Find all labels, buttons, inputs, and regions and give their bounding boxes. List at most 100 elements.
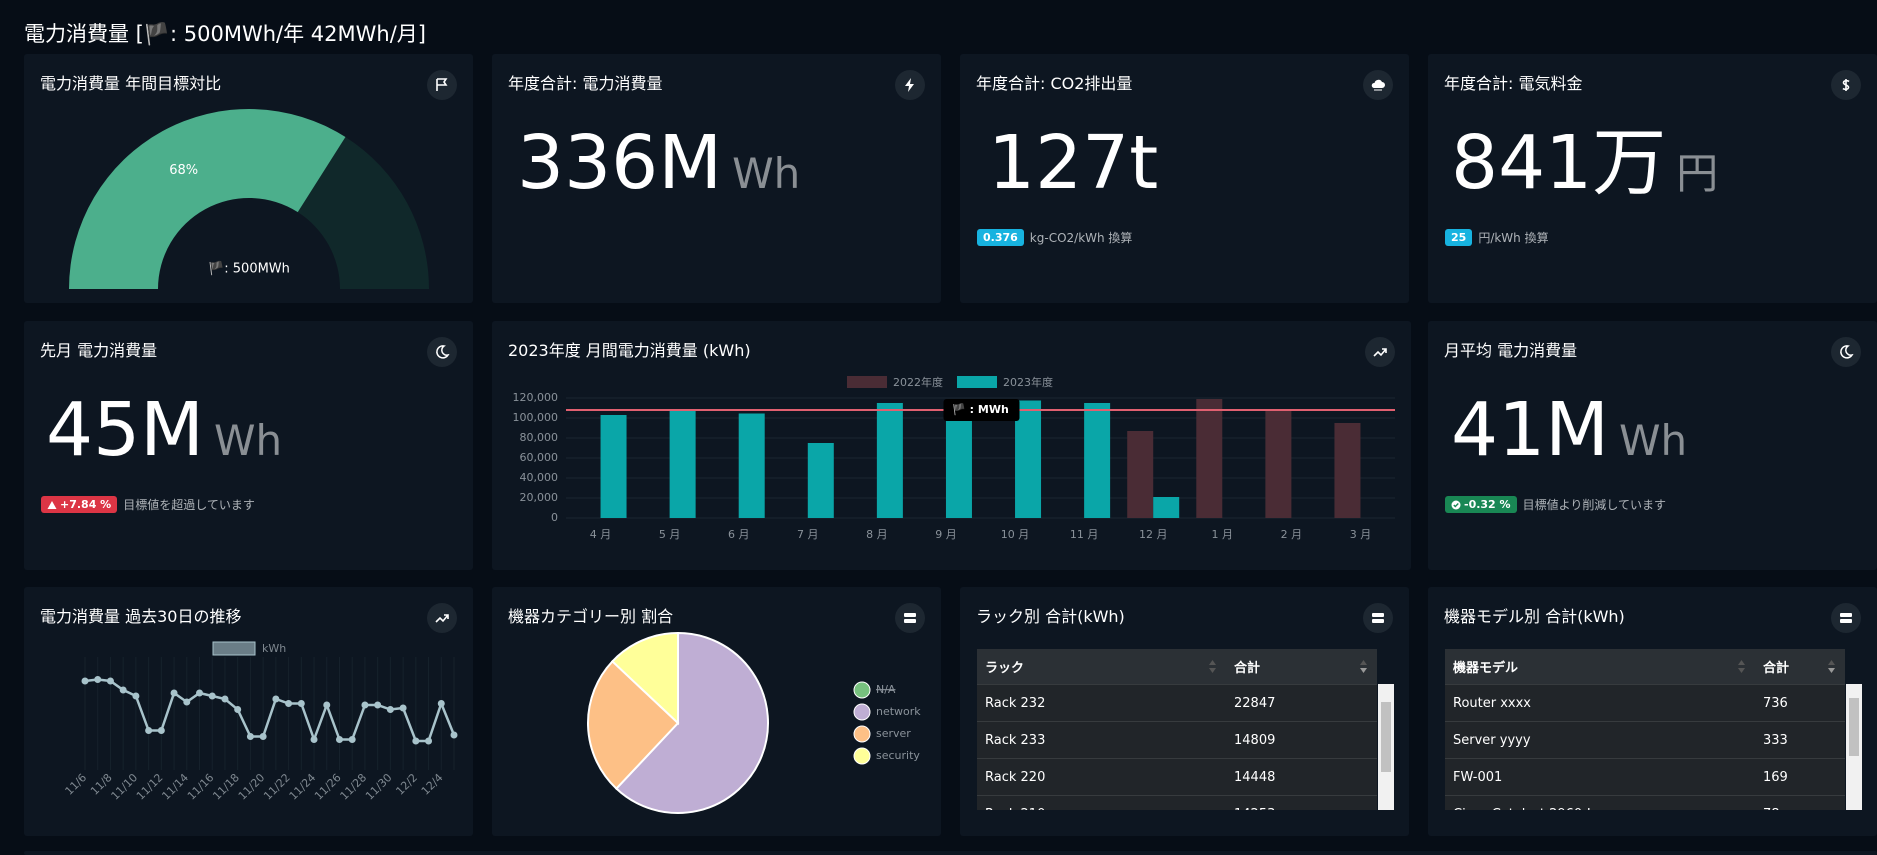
page-title: 電力消費量 [🏴: 500MWh/年 42MWh/月] [24, 22, 426, 46]
legend-label: network [876, 705, 921, 718]
point [361, 701, 369, 709]
card-title: 年度合計: 電力消費量 [508, 74, 663, 93]
header-row: ラック 合計 [977, 649, 1377, 685]
card-title: 年度合計: CO2排出量 [976, 74, 1133, 93]
bar [669, 411, 696, 518]
gauge-value [69, 108, 346, 289]
kpi-card: 先月 電力消費量 45M Wh +7.84 % 目標値を超過しています [24, 321, 473, 570]
kpi-value: 841万 [1451, 120, 1667, 206]
point [323, 701, 331, 709]
x-tick-label: 10 月 [1001, 528, 1030, 541]
line [84, 678, 456, 744]
bar [600, 415, 627, 518]
kpi-sub: -0.32 % 目標値より削減しています [1445, 496, 1666, 513]
point [310, 736, 318, 743]
table-cell: FW-001 [1445, 758, 1755, 796]
point [425, 737, 433, 745]
bar-card: 2023年度 月間電力消費量 (kWh) 0 20,000 40,000 60,000… [492, 321, 1411, 570]
x-tick-label: 11 月 [1070, 528, 1099, 541]
point [399, 704, 407, 712]
scrollbar[interactable] [1846, 684, 1862, 810]
table-cell: 14448 [1226, 758, 1377, 796]
icon [427, 603, 457, 633]
point [208, 692, 216, 700]
table-cell: Rack 210 [977, 795, 1226, 810]
bar [1334, 423, 1361, 518]
sort-icon [1360, 660, 1367, 673]
x-tick-label: 8 月 [866, 528, 888, 541]
point [272, 695, 280, 703]
kpi-card: 月平均 電力消費量 41M Wh -0.32 % 目標値より削減しています [1428, 321, 1877, 570]
x-tick-label: 12/4 [419, 771, 446, 798]
x-tick-label: 9 月 [935, 528, 957, 541]
y-tick-label: 120,000 [513, 391, 559, 404]
kpi-unit: Wh [1619, 416, 1688, 465]
note: 円/kWh 換算 [1478, 231, 1549, 245]
column-header[interactable]: 合計 [1755, 649, 1845, 685]
kpi-sub: 0.376 kg-CO2/kWh 換算 [977, 229, 1132, 246]
icon [1363, 603, 1393, 633]
header-text: 合計 [1763, 661, 1790, 676]
bar-chart: 0 20,000 40,000 60,000 80,000 100,000 120,000 4… [513, 375, 1395, 541]
point [374, 701, 382, 709]
point [170, 689, 178, 697]
x-tick-label: 11/10 [109, 771, 141, 803]
x-tick-label: 11/16 [185, 771, 217, 803]
x-tick-label: 11/18 [210, 771, 242, 803]
legend-swatch [853, 681, 871, 699]
x-tick-label: 11/26 [312, 771, 344, 803]
bar [1015, 400, 1042, 518]
scroll-thumb[interactable] [1381, 702, 1391, 772]
point [221, 695, 229, 703]
kpi: 45M Wh [46, 393, 282, 467]
point [234, 706, 242, 713]
x-tick-label: 11/14 [159, 771, 191, 803]
bar [1196, 399, 1223, 518]
target-label: 🏴 : MWh [952, 402, 1009, 416]
next-row [24, 851, 1877, 855]
sort-icon [1828, 660, 1835, 673]
pie-chart: N/A network server security [587, 631, 921, 814]
x-tick-label: 12/2 [393, 771, 420, 798]
y-tick-label: 60,000 [520, 451, 559, 464]
column-header[interactable]: 合計 [1226, 649, 1377, 685]
point [297, 700, 305, 707]
header-text: 機器モデル [1453, 661, 1519, 676]
column-header[interactable]: 機器モデル [1445, 649, 1755, 685]
legend-swatch [853, 703, 871, 721]
bar [1265, 411, 1292, 518]
scroll-thumb[interactable] [1849, 698, 1859, 756]
x-tick-label: 7 月 [797, 528, 819, 541]
sort-icon [1738, 660, 1745, 673]
pie-card: 機器カテゴリー別 割合 N/A network server security [492, 587, 941, 836]
x-tick-label: 1 月 [1212, 528, 1234, 541]
kpi-unit: Wh [214, 416, 283, 465]
table-row: Server yyyy 333 [1445, 721, 1845, 759]
sort-icon [1209, 660, 1216, 673]
card-title: 電力消費量 過去30日の推移 [40, 607, 242, 626]
point [132, 692, 140, 700]
x-tick-label: 11/6 [63, 771, 90, 798]
x-tick-label: 11/30 [363, 771, 395, 803]
table-row: Rack 21014253 [977, 795, 1377, 810]
legend-swatch [853, 725, 871, 743]
icon [895, 603, 925, 633]
badge: 25 [1445, 229, 1473, 246]
gauge-label: 68% [169, 163, 198, 178]
table-row: Rack 232 22847 [977, 684, 1377, 722]
table-row: Cisco Catalyst 2960-L78 [1445, 795, 1845, 810]
column-header[interactable]: ラック [977, 649, 1226, 685]
x-tick-label: 11/12 [134, 771, 166, 803]
card-title: 機器カテゴリー別 割合 [508, 607, 674, 626]
badge: +7.84 % [41, 496, 118, 513]
table-cell: 78 [1755, 795, 1845, 810]
legend-swatch [957, 376, 997, 388]
table-cell: 14809 [1226, 721, 1377, 759]
data-table: 機器モデル 合計 Router xxxx 736 Server yyyy 333 FW-00… [1445, 649, 1845, 810]
table-cell: Server yyyy [1445, 721, 1755, 759]
kpi-value: 45M [46, 387, 205, 473]
point [437, 700, 445, 707]
point [348, 736, 356, 743]
y-tick-label: 100,000 [513, 411, 559, 424]
scrollbar[interactable] [1378, 684, 1394, 810]
